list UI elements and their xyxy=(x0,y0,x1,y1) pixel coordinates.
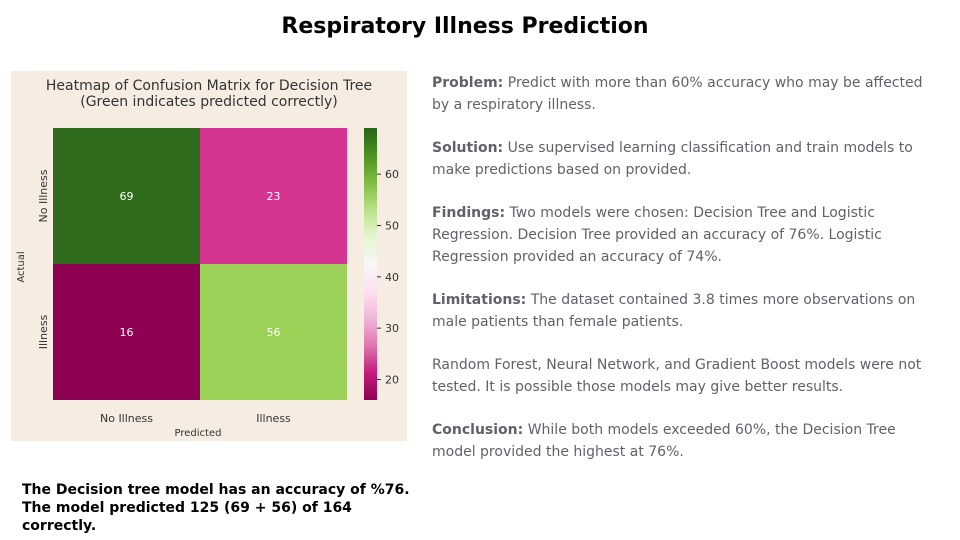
heatmap-cell-label-r1c1: 56 xyxy=(267,326,281,339)
y-axis-label: Actual xyxy=(16,251,27,282)
heatmap-cell-label-r0c0: 69 xyxy=(120,190,134,203)
colorbar-tick-label-2: 40 xyxy=(385,271,399,284)
colorbar-tick-label-0: 60 xyxy=(385,168,399,181)
limitations-text: The dataset contained 3.8 times more obs… xyxy=(432,292,916,330)
chart-subtitle: (Green indicates predicted correctly) xyxy=(80,94,338,110)
summary-text: The Decision tree model has an accuracy … xyxy=(22,482,410,534)
y-tick-label-0: No Illness xyxy=(37,169,50,222)
confusion-matrix-chart: Heatmap of Confusion Matrix for Decision… xyxy=(11,71,407,441)
solution-text: Use supervised learning classification a… xyxy=(432,140,913,178)
x-axis-label: Predicted xyxy=(175,428,222,439)
problem-text: Predict with more than 60% accuracy who … xyxy=(432,75,923,113)
conclusion-label: Conclusion: xyxy=(432,422,524,438)
problem-paragraph: Problem: Predict with more than 60% accu… xyxy=(432,72,942,116)
colorbar-tick-label-3: 30 xyxy=(385,322,399,335)
heatmap-cell-r1c0 xyxy=(53,264,200,400)
limitations-label: Limitations: xyxy=(432,292,527,308)
findings-paragraph: Findings: Two models were chosen: Decisi… xyxy=(432,202,942,268)
slide-title: Respiratory Illness Prediction xyxy=(281,14,649,39)
heatmap-cell-r0c1 xyxy=(200,128,347,264)
heatmap-cell-label-r1c0: 16 xyxy=(120,326,134,339)
heatmap-cell-r1c1 xyxy=(200,264,347,400)
solution-label: Solution: xyxy=(432,140,504,156)
colorbar-tick-label-4: 20 xyxy=(385,373,399,386)
models-paragraph: Random Forest, Neural Network, and Gradi… xyxy=(432,354,942,398)
models-text: Random Forest, Neural Network, and Gradi… xyxy=(432,357,922,395)
chart-title: Heatmap of Confusion Matrix for Decision… xyxy=(46,78,372,94)
limitations-paragraph: Limitations: The dataset contained 3.8 t… xyxy=(432,289,942,333)
heatmap-cell-r0c0 xyxy=(53,128,200,264)
findings-label: Findings: xyxy=(432,205,506,221)
problem-label: Problem: xyxy=(432,75,504,91)
conclusion-paragraph: Conclusion: While both models exceeded 6… xyxy=(432,419,942,463)
heatmap-svg: Heatmap of Confusion Matrix for Decision… xyxy=(16,78,399,439)
solution-paragraph: Solution: Use supervised learning classi… xyxy=(432,137,942,181)
conclusion-text: While both models exceeded 60%, the Deci… xyxy=(432,422,896,460)
x-tick-label-0: No Illness xyxy=(100,412,153,425)
colorbar-tick-label-1: 50 xyxy=(385,220,399,233)
x-tick-label-1: Illness xyxy=(256,412,291,425)
heatmap-cell-label-r0c1: 23 xyxy=(267,190,281,203)
findings-text: Two models were chosen: Decision Tree an… xyxy=(432,205,882,265)
colorbar xyxy=(364,128,377,400)
y-tick-label-1: Illness xyxy=(37,314,50,349)
